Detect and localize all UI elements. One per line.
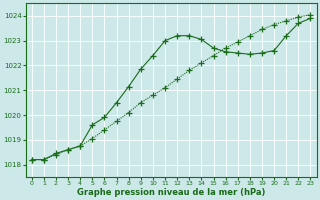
- X-axis label: Graphe pression niveau de la mer (hPa): Graphe pression niveau de la mer (hPa): [77, 188, 265, 197]
